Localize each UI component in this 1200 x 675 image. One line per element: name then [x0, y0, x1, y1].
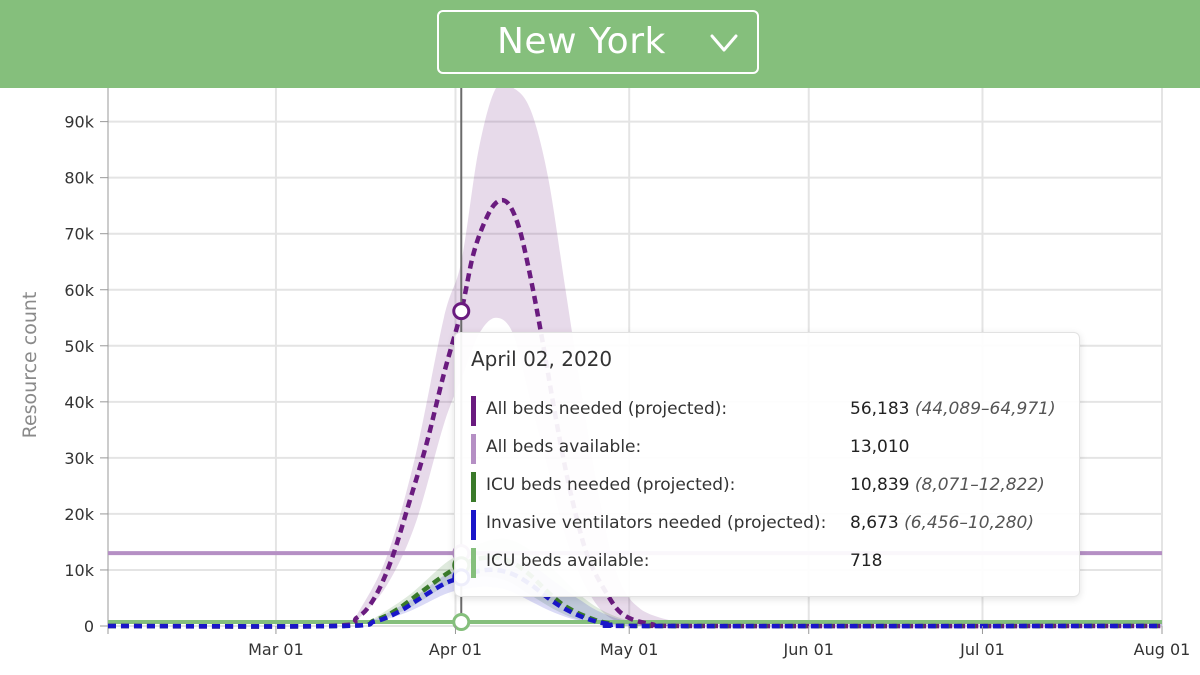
tooltip-row-value: 10,839 (8,071–12,822)	[850, 475, 1045, 495]
location-dropdown[interactable]: New York	[437, 10, 759, 74]
tooltip-row-all-beds-available: All beds available: 13,010	[471, 434, 1071, 464]
tooltip-row-icu-beds-needed: ICU beds needed (projected): 10,839 (8,0…	[471, 472, 1071, 502]
tooltip-row-all-beds-needed: All beds needed (projected): 56,183 (44,…	[471, 396, 1071, 426]
y-axis-label: Resource count	[19, 292, 41, 439]
y-axis-ticks: 0 10k 20k 30k 40k 50k 60k 70k 80k 90k	[64, 113, 108, 636]
series-line	[108, 197, 1162, 629]
tooltip-value-number: 718	[850, 551, 883, 571]
y-tick-label: 70k	[64, 225, 94, 244]
tooltip-row-value: 56,183 (44,089–64,971)	[850, 399, 1056, 419]
tooltip-row-icu-beds-available: ICU beds available: 718	[471, 548, 1071, 578]
tooltip-row-value: 718	[850, 551, 882, 571]
tooltip-row-label: All beds needed (projected):	[486, 399, 728, 419]
x-tick-label: Mar 01	[248, 640, 304, 659]
tooltip-value-number: 10,839	[850, 475, 910, 495]
tooltip-value-number: 56,183	[850, 399, 910, 419]
x-tick-label: Apr 01	[429, 640, 482, 659]
tooltip-value-range: (6,456–10,280)	[904, 513, 1034, 533]
tooltip-row-label: All beds available:	[486, 437, 642, 457]
y-tick-label: 90k	[64, 113, 94, 132]
tooltip-swatch	[471, 396, 476, 426]
y-tick-label: 50k	[64, 337, 94, 356]
y-tick-label: 20k	[64, 505, 94, 524]
tooltip-swatch	[471, 510, 476, 540]
y-tick-label: 0	[84, 617, 94, 636]
tooltip-value-number: 13,010	[850, 437, 910, 457]
series-marker	[452, 302, 471, 321]
y-tick-label: 80k	[64, 169, 94, 188]
confidence-band	[357, 88, 682, 626]
tooltip-row-value: 8,673 (6,456–10,280)	[850, 513, 1034, 533]
y-tick-label: 10k	[64, 561, 94, 580]
chevron-down-icon	[710, 34, 738, 52]
tooltip-value-range: (8,071–12,822)	[914, 475, 1045, 495]
x-tick-label: May 01	[600, 640, 659, 659]
tooltip-value-range: (44,089–64,971)	[914, 399, 1056, 419]
tooltip-row-label: Invasive ventilators needed (projected):	[486, 513, 827, 533]
header-bar: New York	[0, 0, 1200, 88]
tooltip-row-value: 13,010	[850, 437, 909, 457]
x-tick-label: Aug 01	[1134, 640, 1191, 659]
tooltip-row-ventilators-needed: Invasive ventilators needed (projected):…	[471, 510, 1071, 540]
tooltip-swatch	[471, 548, 476, 578]
tooltip-swatch	[471, 434, 476, 464]
x-tick-label: Jun 01	[783, 640, 834, 659]
tooltip-date: April 02, 2020	[471, 347, 613, 371]
tooltip-swatch	[471, 472, 476, 502]
x-tick-label: Jul 01	[959, 640, 1005, 659]
tooltip-row-label: ICU beds available:	[486, 551, 650, 571]
y-tick-label: 30k	[64, 449, 94, 468]
location-label: New York	[497, 21, 666, 62]
series-marker	[452, 612, 471, 631]
y-tick-label: 60k	[64, 281, 94, 300]
y-tick-label: 40k	[64, 393, 94, 412]
tooltip-value-number: 8,673	[850, 513, 899, 533]
hover-tooltip: April 02, 2020 All beds needed (projecte…	[454, 332, 1080, 597]
x-axis-ticks: Mar 01 Apr 01 May 01 Jun 01 Jul 01 Aug 01	[248, 626, 1190, 659]
tooltip-row-label: ICU beds needed (projected):	[486, 475, 736, 495]
